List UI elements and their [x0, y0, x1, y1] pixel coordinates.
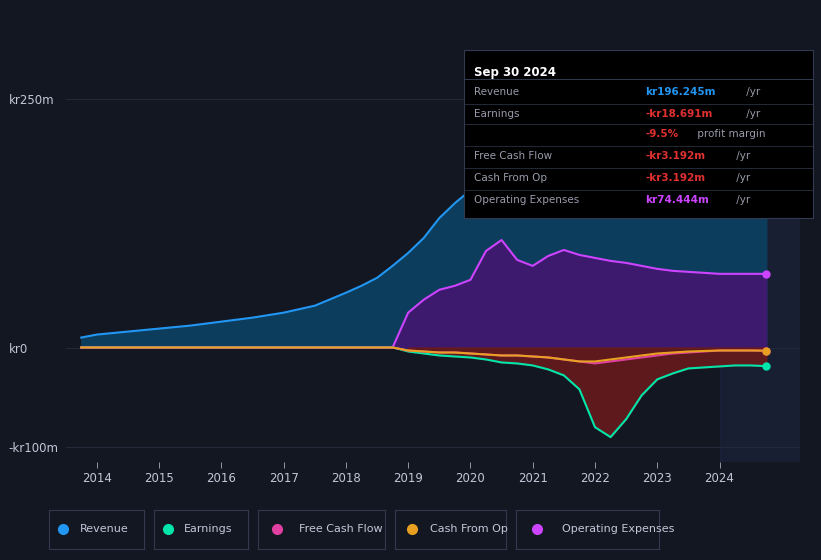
Text: profit margin: profit margin	[695, 129, 766, 139]
Text: Operating Expenses: Operating Expenses	[475, 195, 580, 205]
Text: kr74.444m: kr74.444m	[645, 195, 709, 205]
Text: Revenue: Revenue	[80, 524, 128, 534]
Text: Free Cash Flow: Free Cash Flow	[475, 151, 553, 161]
Text: Cash From Op: Cash From Op	[430, 524, 508, 534]
Text: Revenue: Revenue	[475, 87, 520, 97]
Text: /yr: /yr	[733, 151, 750, 161]
Text: Sep 30 2024: Sep 30 2024	[475, 66, 557, 78]
Bar	[719, 59, 800, 462]
Text: /yr: /yr	[743, 109, 760, 119]
Text: /yr: /yr	[733, 173, 750, 183]
Text: Cash From Op: Cash From Op	[475, 173, 548, 183]
Text: kr196.245m: kr196.245m	[645, 87, 716, 97]
Text: /yr: /yr	[733, 195, 750, 205]
Text: -kr3.192m: -kr3.192m	[645, 173, 705, 183]
Text: Free Cash Flow: Free Cash Flow	[299, 524, 382, 534]
Text: Earnings: Earnings	[475, 109, 520, 119]
Text: Operating Expenses: Operating Expenses	[562, 524, 674, 534]
Text: /yr: /yr	[743, 87, 760, 97]
Text: Earnings: Earnings	[184, 524, 232, 534]
Text: -kr3.192m: -kr3.192m	[645, 151, 705, 161]
Text: -9.5%: -9.5%	[645, 129, 678, 139]
Text: -kr18.691m: -kr18.691m	[645, 109, 713, 119]
